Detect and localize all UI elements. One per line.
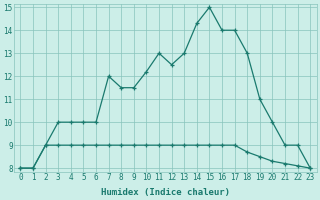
X-axis label: Humidex (Indice chaleur): Humidex (Indice chaleur) <box>101 188 230 197</box>
